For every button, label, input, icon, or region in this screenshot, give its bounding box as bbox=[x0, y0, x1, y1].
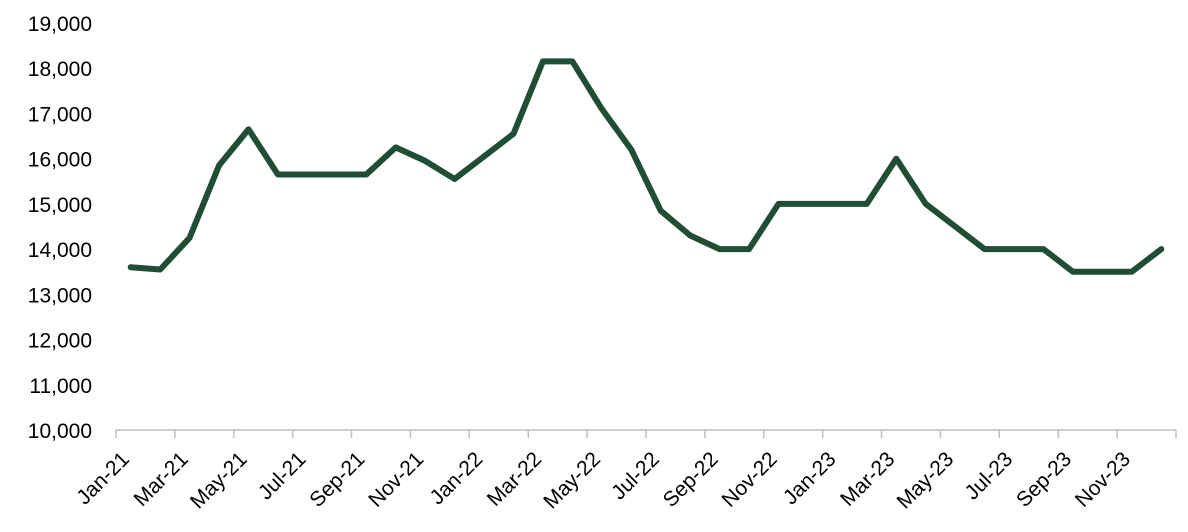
y-tick-label: 16,000 bbox=[28, 149, 92, 172]
y-tick-label: 18,000 bbox=[28, 58, 92, 81]
x-tick-label: Sep-23 bbox=[1012, 448, 1076, 512]
x-tick-label: May-23 bbox=[893, 448, 959, 514]
y-tick-label: 12,000 bbox=[28, 330, 92, 353]
x-tick-label: Mar-22 bbox=[483, 448, 546, 511]
x-tick-label: Nov-21 bbox=[364, 448, 428, 512]
y-tick-label: 14,000 bbox=[28, 239, 92, 262]
y-tick-label: 19,000 bbox=[28, 13, 92, 36]
x-tick-label: Mar-23 bbox=[836, 448, 899, 511]
y-tick-label: 15,000 bbox=[28, 194, 92, 217]
x-tick-label: Sep-22 bbox=[659, 448, 723, 512]
x-tick-label: Mar-21 bbox=[130, 448, 193, 511]
y-tick-label: 11,000 bbox=[29, 375, 92, 398]
x-tick-label: Jan-22 bbox=[426, 448, 488, 510]
x-tick-label: Jan-23 bbox=[779, 448, 841, 510]
y-tick-label: 17,000 bbox=[28, 103, 92, 126]
series-layer bbox=[127, 58, 1165, 275]
x-tick-label: Jul-21 bbox=[254, 448, 311, 505]
series-line bbox=[127, 58, 1165, 275]
x-tick-label: Sep-21 bbox=[305, 448, 369, 512]
y-axis: 10,000 11,000 12,000 13,000 14,000 15,000 16,0… bbox=[28, 13, 92, 443]
x-tick-label: Nov-22 bbox=[718, 448, 782, 512]
y-tick-label: 10,000 bbox=[28, 420, 92, 443]
y-tick-label: 13,000 bbox=[28, 284, 92, 307]
x-tick-label: Nov-23 bbox=[1071, 448, 1135, 512]
x-tick-label: May-21 bbox=[186, 448, 252, 514]
x-tick-label: Jul-22 bbox=[607, 448, 664, 505]
x-tick-label: Jan-21 bbox=[72, 448, 134, 510]
x-tick-label: Jul-23 bbox=[961, 448, 1018, 505]
x-tick-label: May-22 bbox=[539, 448, 605, 514]
